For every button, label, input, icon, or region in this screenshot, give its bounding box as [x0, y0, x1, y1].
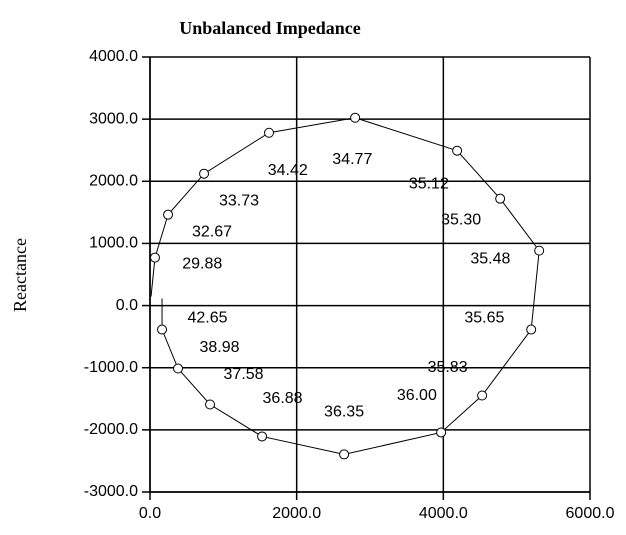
point-marker — [264, 127, 275, 138]
point-marker — [495, 193, 506, 204]
chart-title: Unbalanced Impedance — [179, 18, 361, 38]
point-label: 34.42 — [268, 162, 308, 179]
point-marker — [149, 252, 160, 263]
point-marker — [339, 449, 350, 460]
point-marker — [257, 431, 268, 442]
point-marker — [350, 112, 361, 123]
x-tick-label: 2000.0 — [272, 505, 321, 522]
y-tick-label: 1000.0 — [89, 235, 138, 252]
y-axis-label: Reactance — [10, 238, 30, 312]
point-marker — [205, 399, 216, 410]
point-label: 36.35 — [324, 403, 364, 420]
point-marker — [436, 427, 447, 438]
y-tick-label: -2000.0 — [84, 421, 138, 438]
point-marker — [199, 168, 210, 179]
point-label: 33.73 — [219, 193, 259, 210]
point-marker — [477, 390, 488, 401]
point-label: 35.48 — [470, 250, 510, 267]
point-marker — [526, 324, 537, 335]
y-tick-label: 2000.0 — [89, 173, 138, 190]
point-label: 29.88 — [182, 256, 222, 273]
point-marker — [157, 324, 168, 335]
point-marker — [173, 363, 184, 374]
point-label: 34.77 — [332, 151, 372, 168]
point-label: 35.12 — [409, 176, 449, 193]
y-tick-label: 4000.0 — [89, 48, 138, 65]
point-label: 35.65 — [464, 310, 504, 327]
y-tick-label: -1000.0 — [84, 359, 138, 376]
point-marker — [163, 209, 174, 220]
point-label: 36.00 — [397, 387, 437, 404]
point-marker — [452, 145, 463, 156]
point-label: 38.98 — [199, 339, 239, 356]
impedance-line — [150, 117, 540, 455]
point-label: 37.58 — [224, 366, 264, 383]
point-label: 32.67 — [192, 223, 232, 240]
point-marker — [534, 245, 545, 256]
y-tick-label: 3000.0 — [89, 110, 138, 127]
y-tick-label: 0.0 — [116, 297, 138, 314]
x-tick-label: 6000.0 — [566, 505, 615, 522]
x-tick-label: 4000.0 — [419, 505, 468, 522]
x-tick-label: 0.0 — [139, 505, 161, 522]
point-label: 35.30 — [441, 211, 481, 228]
y-tick-label: -3000.0 — [84, 483, 138, 500]
point-label: 35.83 — [428, 359, 468, 376]
point-label: 42.65 — [187, 310, 227, 327]
point-label: 36.88 — [263, 390, 303, 407]
